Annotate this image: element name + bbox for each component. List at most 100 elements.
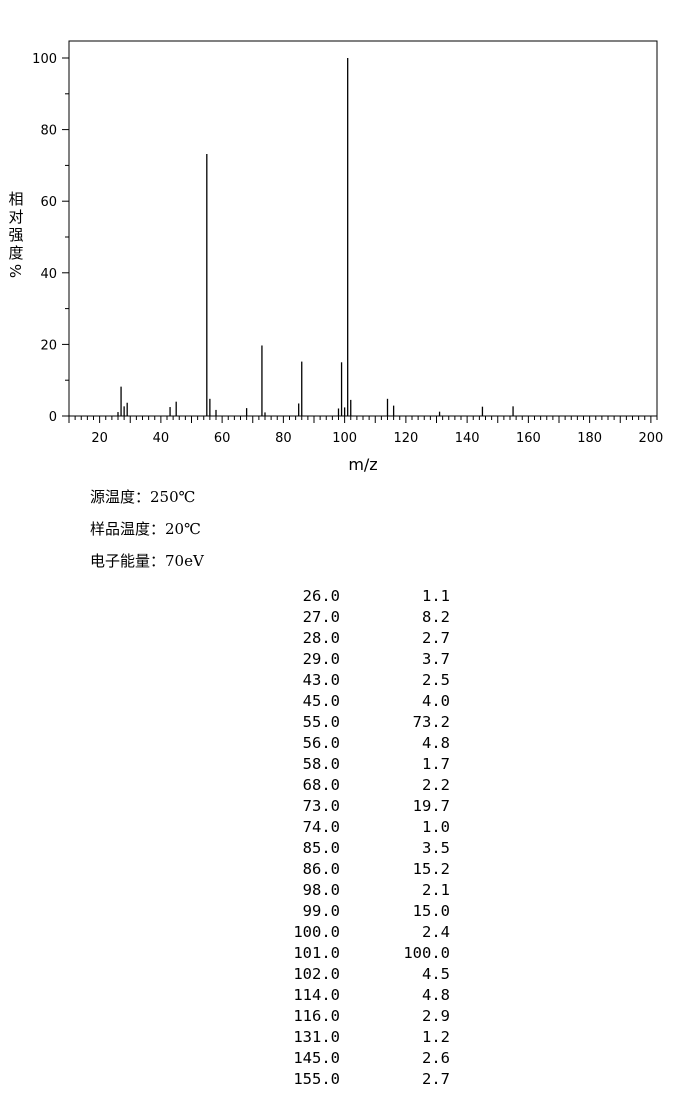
peak-intensity: 15.2 [412,860,450,878]
electron-energy: 电子能量：70eV [90,552,204,570]
peak-mz: 101.0 [293,944,340,962]
peak-row: 85.0 3.5 [250,838,450,859]
spectrum-peaks [117,58,514,416]
peak-intensity: 8.2 [422,608,450,626]
peak-intensity: 2.1 [422,881,450,899]
peak-row: 116.0 2.9 [250,1006,450,1027]
peak-intensity: 1.1 [422,587,450,605]
peak-intensity: 2.7 [422,629,450,647]
peak-intensity: 2.9 [422,1007,450,1025]
y-axis-title: 相 对 强 度 % [6,190,26,280]
x-tick-label: 160 [516,431,541,446]
peak-mz: 99.0 [302,902,340,920]
y-axis-unit: % [7,263,25,279]
peak-row: 58.0 1.7 [250,754,450,775]
peak-mz: 116.0 [293,1007,340,1025]
x-tick-label: 80 [275,431,292,446]
peak-row: 73.0 19.7 [250,796,450,817]
peak-mz: 28.0 [302,629,340,647]
peak-row: 145.0 2.6 [250,1048,450,1069]
y-tick-label: 60 [40,195,57,210]
peak-table: 26.0 1.1 27.0 8.2 28.0 2.7 29.0 3.7 43.0 2.5 45.0 4… [250,586,450,1090]
y-tick-label: 80 [40,124,57,139]
peak-intensity: 15.0 [412,902,450,920]
peak-mz: 29.0 [302,650,340,668]
peak-mz: 26.0 [302,587,340,605]
peak-row: 86.0 15.2 [250,859,450,880]
y-tick-label: 0 [49,410,57,425]
peak-intensity: 4.5 [422,965,450,983]
peak-intensity: 19.7 [412,797,450,815]
peak-row: 56.0 4.8 [250,733,450,754]
sample-temperature: 样品温度：20℃ [90,520,201,538]
axis-ticks [62,57,658,423]
peak-mz: 98.0 [302,881,340,899]
y-tick-label: 100 [32,52,57,67]
peak-mz: 155.0 [293,1070,340,1088]
peak-row: 45.0 4.0 [250,691,450,712]
peak-intensity: 3.5 [422,839,450,857]
peak-mz: 27.0 [302,608,340,626]
peak-row: 55.0 73.2 [250,712,450,733]
peak-row: 114.0 4.8 [250,985,450,1006]
peak-mz: 102.0 [293,965,340,983]
peak-intensity: 1.7 [422,755,450,773]
peak-intensity: 1.2 [422,1028,450,1046]
peak-row: 26.0 1.1 [250,586,450,607]
y-axis-title-char: 度 [8,244,24,262]
tick-labels: 20 40 60 80 100 120 140 160 180 200 0 20 40 60 80 100 [32,52,663,446]
peak-mz: 58.0 [302,755,340,773]
mass-spectrum-chart: 20 40 60 80 100 120 140 160 180 200 0 20 40 60 80 100 m… [32,40,663,474]
x-tick-label: 200 [638,431,663,446]
peak-mz: 131.0 [293,1028,340,1046]
peak-mz: 100.0 [293,923,340,941]
x-tick-label: 180 [577,431,602,446]
peak-mz: 85.0 [302,839,340,857]
plot-frame [68,40,658,417]
peak-row: 74.0 1.0 [250,817,450,838]
y-axis-title-char: 强 [8,226,24,244]
peak-intensity: 1.0 [422,818,450,836]
y-axis-title-char: 对 [8,208,24,226]
source-temperature: 源温度：250℃ [90,488,196,506]
peak-intensity: 2.7 [422,1070,450,1088]
peak-row: 101.0 100.0 [250,943,450,964]
x-tick-label: 20 [91,431,108,446]
peak-row: 28.0 2.7 [250,628,450,649]
peak-row: 27.0 8.2 [250,607,450,628]
x-tick-label: 100 [332,431,357,446]
x-tick-label: 40 [153,431,170,446]
peak-row: 98.0 2.1 [250,880,450,901]
peak-intensity: 2.5 [422,671,450,689]
y-axis-title-char: 相 [8,190,24,208]
peak-row: 99.0 15.0 [250,901,450,922]
peak-mz: 86.0 [302,860,340,878]
peak-intensity: 73.2 [412,713,450,731]
peak-intensity: 2.4 [422,923,450,941]
peak-intensity: 4.0 [422,692,450,710]
peak-intensity: 100.0 [403,944,450,962]
peak-mz: 43.0 [302,671,340,689]
peak-intensity: 2.2 [422,776,450,794]
peak-mz: 68.0 [302,776,340,794]
peak-intensity: 2.6 [422,1049,450,1067]
peak-mz: 45.0 [302,692,340,710]
peak-mz: 114.0 [293,986,340,1004]
peak-mz: 74.0 [302,818,340,836]
x-tick-label: 60 [214,431,231,446]
peak-row: 131.0 1.2 [250,1027,450,1048]
peak-row: 100.0 2.4 [250,922,450,943]
peak-intensity: 4.8 [422,734,450,752]
peak-row: 155.0 2.7 [250,1069,450,1090]
x-axis-title: m/z [348,455,377,474]
peak-mz: 73.0 [302,797,340,815]
peak-row: 43.0 2.5 [250,670,450,691]
x-tick-label: 140 [455,431,480,446]
x-tick-label: 120 [393,431,418,446]
y-tick-label: 40 [40,267,57,282]
peak-intensity: 3.7 [422,650,450,668]
peak-row: 29.0 3.7 [250,649,450,670]
y-tick-label: 20 [40,338,57,353]
peak-mz: 55.0 [302,713,340,731]
peak-row: 68.0 2.2 [250,775,450,796]
